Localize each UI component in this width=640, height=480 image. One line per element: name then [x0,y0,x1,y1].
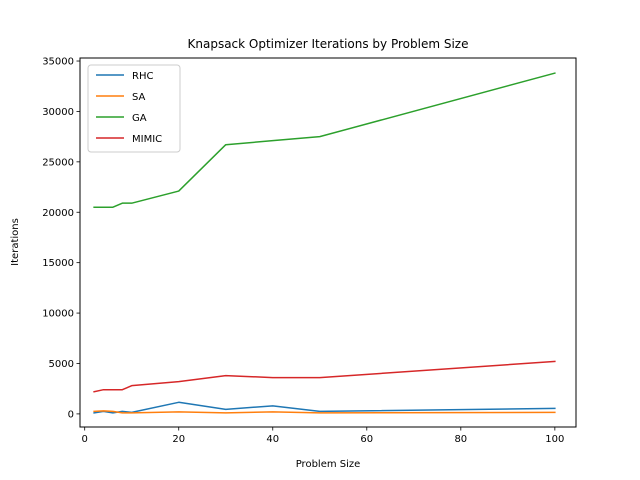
y-axis-title: Iterations [10,218,21,266]
y-tick-label: 30000 [42,107,74,118]
series-layer [93,72,556,414]
series-line-ga [93,72,556,208]
legend-label-mimic: MIMIC [132,134,162,145]
legend-label-sa: SA [132,92,146,103]
legend-items: RHC SA GA MIMIC [96,71,162,145]
legend-label-rhc: RHC [132,71,153,82]
y-tick-label: 35000 [42,57,74,68]
x-tick-label: 0 [82,434,88,445]
x-tick-label: 20 [172,434,185,445]
y-tick-label: 20000 [42,208,74,219]
plot-frame [79,57,577,428]
x-tick-label: 80 [454,434,467,445]
legend-label-ga: GA [132,113,147,124]
x-axis-ticks: 0 20 40 60 80 100 [82,427,564,445]
y-tick-label: 15000 [42,258,74,269]
series-line-rhc [93,401,556,414]
y-tick-label: 5000 [49,359,74,370]
y-tick-label: 10000 [42,309,74,320]
legend-box [87,64,181,153]
x-tick-label: 60 [360,434,373,445]
y-tick-label: 25000 [42,157,74,168]
series-line-mimic [93,360,556,393]
y-tick-label: 0 [68,409,74,420]
series-line-sa [93,410,556,414]
x-tick-label: 100 [545,434,564,445]
chart-title: Knapsack Optimizer Iterations by Problem… [188,37,469,51]
x-axis-title: Problem Size [296,459,361,470]
legend: RHC SA GA MIMIC [87,64,181,153]
x-tick-label: 40 [266,434,279,445]
y-axis-ticks: 0 5000 10000 15000 20000 25000 30000 35000 [42,57,80,420]
